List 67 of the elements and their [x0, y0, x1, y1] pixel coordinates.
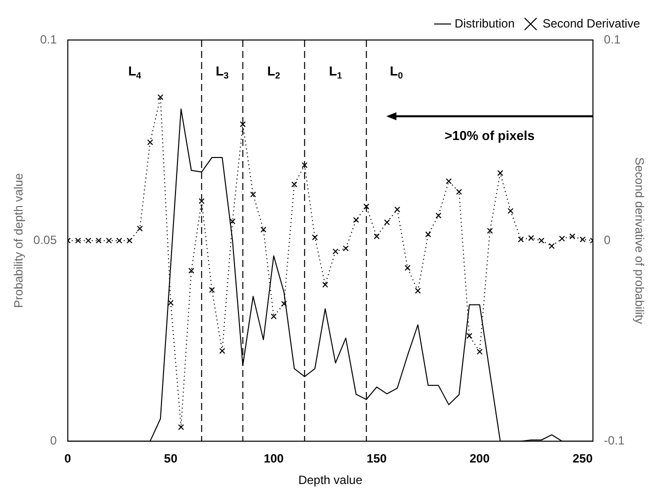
point [384, 219, 390, 226]
point [85, 238, 92, 244]
point [518, 236, 524, 242]
point [342, 245, 349, 252]
point [75, 238, 82, 244]
point [548, 243, 555, 249]
y-tick-label: 0.1 [40, 32, 58, 46]
point [198, 198, 205, 204]
y-axis-title: Probability of depth value [12, 172, 26, 308]
point [157, 94, 164, 100]
point [538, 238, 544, 244]
point [569, 233, 576, 240]
point [106, 238, 112, 244]
point [486, 228, 493, 234]
point [559, 236, 566, 242]
point [96, 238, 102, 244]
point [456, 188, 462, 195]
x-tick-label: 250 [572, 452, 593, 466]
x-tick-label: 200 [470, 452, 490, 466]
point [446, 178, 452, 184]
x-tick-label: 0 [64, 452, 72, 466]
point [281, 300, 287, 307]
point [466, 332, 472, 339]
point [230, 218, 236, 224]
point [188, 268, 194, 274]
point [476, 348, 483, 355]
point [291, 181, 298, 188]
x-tick-label: 100 [264, 452, 284, 466]
point [312, 234, 318, 240]
point [240, 121, 246, 128]
point [414, 288, 421, 294]
point [126, 238, 133, 244]
y2-tick-label: -0.1 [604, 434, 625, 448]
point [219, 348, 226, 354]
annotation: >10% of pixels [444, 128, 535, 143]
point [508, 208, 514, 214]
point [435, 212, 442, 218]
point [363, 204, 370, 210]
legend-label: Distribution [454, 16, 515, 30]
legend-label: Second Derivative [542, 16, 640, 30]
x-axis-title: Depth value [298, 473, 363, 488]
point [404, 264, 411, 271]
point [208, 286, 215, 293]
point [332, 248, 338, 254]
y2-tick-label: 0 [604, 232, 611, 247]
point [136, 226, 143, 232]
point [353, 216, 360, 223]
x-tick-label: 150 [366, 452, 388, 466]
point [425, 231, 432, 238]
y2-axis-title: Second derivative of probability [632, 157, 646, 324]
point [580, 236, 586, 242]
y-tick-label: 0.05 [33, 232, 58, 247]
y-tick-label: 0 [50, 434, 58, 448]
point [394, 206, 400, 212]
point [270, 313, 277, 320]
point [260, 226, 266, 233]
point [497, 170, 504, 176]
point [250, 191, 256, 198]
point [322, 282, 328, 288]
point [302, 162, 308, 168]
point [374, 233, 380, 240]
point [147, 139, 154, 146]
x-tick-label: 50 [164, 452, 178, 466]
point [116, 238, 122, 244]
y2-tick-label: 0.1 [604, 32, 621, 46]
point [178, 424, 184, 430]
point [528, 235, 534, 241]
